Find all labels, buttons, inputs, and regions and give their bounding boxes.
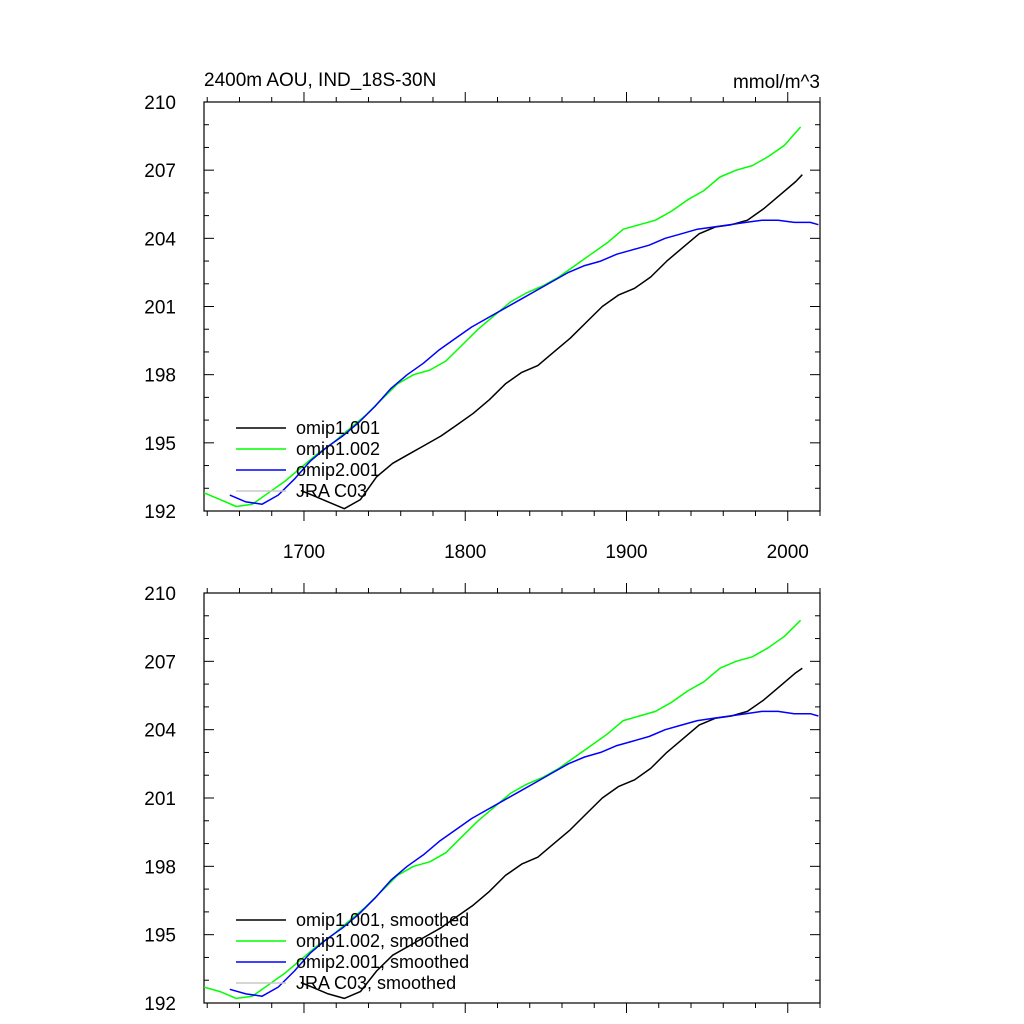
top-panel: 192 195 198 201 204 207 210 1700 1800 1900 2000 omi… xyxy=(144,92,821,563)
legend-label: omip1.002 xyxy=(296,439,380,459)
y-tick-label: 195 xyxy=(144,434,176,455)
y-tick-label: 204 xyxy=(144,229,176,250)
x-tick-label: 2000 xyxy=(767,542,809,563)
x-tick-label: 1700 xyxy=(283,542,325,563)
y-tick-label: 201 xyxy=(144,789,176,810)
y-tick-label: 192 xyxy=(144,502,176,523)
legend-label: omip1.001, smoothed xyxy=(296,910,469,930)
y-tick-label: 207 xyxy=(144,652,176,673)
y-tick-label: 210 xyxy=(144,93,176,114)
legend-label: omip2.001, smoothed xyxy=(296,952,469,972)
figure-title: 2400m AOU, IND_18S-30N xyxy=(204,70,436,91)
x-tick-label: 1900 xyxy=(605,542,647,563)
y-tick-label: 201 xyxy=(144,298,176,319)
series-line-omip2-001 xyxy=(229,219,819,505)
units-label: mmol/m^3 xyxy=(733,72,820,93)
series-line-omip1-002 xyxy=(204,126,802,508)
y-tick-label: 210 xyxy=(144,584,176,605)
bottom-panel: 192 195 198 201 204 207 210 omip1.001, smoothed… xyxy=(144,583,821,1015)
y-tick-label: 204 xyxy=(144,721,176,742)
series-line-omip1-002-smoothed xyxy=(204,619,802,1000)
legend-label: omip1.002, smoothed xyxy=(296,931,469,951)
legend-label: omip1.001 xyxy=(296,418,380,438)
legend-label: JRA C03 xyxy=(296,481,367,501)
x-tick-label: 1800 xyxy=(444,542,486,563)
y-tick-label: 207 xyxy=(144,161,176,182)
y-tick-label: 195 xyxy=(144,926,176,947)
legend-label: omip2.001 xyxy=(296,460,380,480)
y-tick-label: 198 xyxy=(144,857,176,878)
y-tick-label: 198 xyxy=(144,366,176,387)
series-line-omip2-001-smoothed xyxy=(229,710,819,997)
legend-label: JRA C03, smoothed xyxy=(296,973,456,993)
y-tick-label: 192 xyxy=(144,994,176,1015)
